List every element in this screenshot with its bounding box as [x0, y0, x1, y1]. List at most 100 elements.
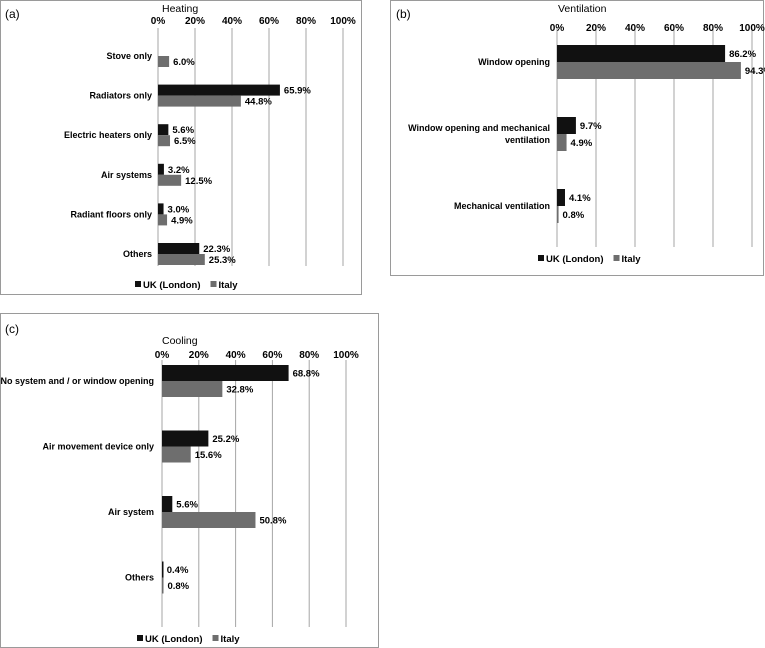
panel-heating-plot: 0% 20% 40% 60% 80% 100% Stove only 6.0% Radiator…	[64, 16, 356, 291]
heating-legend-label: UK (London)	[143, 280, 201, 291]
heating-bar-italy	[158, 56, 170, 67]
ventilation-bar-uk	[557, 117, 576, 134]
cooling-legend-swatch	[212, 635, 219, 641]
cooling-tick-label: 80%	[299, 350, 319, 361]
panel-cooling-title: Cooling	[162, 335, 198, 347]
ventilation-tick-label: 40%	[625, 23, 645, 34]
heating-bar-italy	[158, 174, 182, 186]
heating-category-label: Electric heaters only	[64, 130, 152, 140]
ventilation-tick-label: 80%	[703, 23, 723, 34]
cooling-value-label: 68.8%	[293, 369, 320, 380]
cooling-value-label: 0.4%	[167, 565, 189, 576]
heating-value-label: 44.8%	[245, 97, 272, 108]
heating-value-label: 6.5%	[174, 136, 196, 147]
ventilation-value-label: 4.9%	[571, 138, 593, 149]
heating-tick-label: 80%	[296, 16, 316, 27]
ventilation-value-label: 0.8%	[563, 210, 585, 221]
cooling-legend-swatch	[137, 635, 143, 641]
heating-value-label: 65.9%	[284, 86, 311, 97]
panel-ventilation-frame	[390, 0, 764, 276]
heating-value-label: 3.2%	[168, 165, 190, 176]
ventilation-bar-italy	[557, 134, 567, 151]
heating-bar-uk	[158, 124, 169, 136]
cooling-value-label: 5.6%	[176, 500, 198, 511]
heating-tick-label: 60%	[259, 16, 279, 27]
cooling-bar-uk	[162, 561, 164, 578]
ventilation-bar-uk	[557, 45, 726, 62]
heating-category-label: Stove only	[106, 51, 152, 61]
heating-bar-uk	[158, 163, 164, 175]
panel-ventilation-plot: 0% 20% 40% 60% 80% 100% Window opening 86.2% 94.…	[408, 23, 765, 265]
cooling-tick-label: 20%	[189, 350, 209, 361]
ventilation-bar-italy	[557, 206, 559, 223]
ventilation-legend-label: UK (London)	[546, 254, 604, 265]
panel-heating-frame	[0, 0, 362, 295]
cooling-category-label: Air movement device only	[42, 442, 154, 452]
ventilation-tick-label: 60%	[664, 23, 684, 34]
ventilation-bar-italy	[557, 62, 741, 79]
panel-cooling-plot: 0% 20% 40% 60% 80% 100% No system and / or win…	[0, 350, 358, 645]
heating-value-label: 4.9%	[171, 215, 193, 226]
ventilation-legend-swatch	[538, 255, 544, 261]
ventilation-bar-uk	[557, 189, 565, 206]
ventilation-value-label: 86.2%	[729, 49, 756, 60]
heating-tick-label: 40%	[222, 16, 242, 27]
heating-bar-uk	[158, 203, 164, 215]
heating-tick-label: 0%	[151, 16, 166, 27]
heating-bar-italy	[158, 135, 171, 147]
heating-bar-uk	[158, 84, 280, 96]
cooling-tick-label: 0%	[155, 350, 170, 361]
ventilation-legend-swatch	[613, 255, 620, 261]
ventilation-value-label: 9.7%	[580, 121, 602, 132]
heating-bar-italy	[158, 214, 168, 226]
ventilation-category-label: Window opening and mechanical	[408, 123, 550, 133]
cooling-legend-label: Italy	[221, 634, 241, 645]
ventilation-category-label: Mechanical ventilation	[454, 201, 550, 211]
ventilation-tick-label: 0%	[550, 23, 565, 34]
ventilation-value-label: 94.3%	[745, 66, 765, 77]
cooling-value-label: 0.8%	[167, 581, 189, 592]
panel-ventilation-label: (b)	[396, 7, 411, 21]
cooling-bar-uk	[162, 365, 289, 381]
cooling-category-label: Air system	[108, 507, 154, 517]
ventilation-value-label: 4.1%	[569, 193, 591, 204]
cooling-value-label: 15.6%	[195, 450, 222, 461]
heating-bar-uk	[158, 243, 200, 254]
cooling-bar-uk	[162, 496, 173, 512]
panel-ventilation-title: Ventilation	[558, 3, 607, 15]
panel-cooling-label: (c)	[5, 322, 19, 336]
heating-value-label: 5.6%	[172, 125, 194, 136]
cooling-value-label: 25.2%	[212, 434, 239, 445]
heating-value-label: 3.0%	[168, 204, 190, 215]
heating-bar-italy	[158, 254, 205, 265]
cooling-category-label: No system and / or window opening	[0, 376, 154, 386]
panel-heating-title: Heating	[162, 3, 198, 15]
heating-bar-italy	[158, 95, 241, 107]
heating-value-label: 22.3%	[203, 244, 230, 255]
ventilation-category-label: ventilation	[505, 135, 550, 145]
heating-legend-label: Italy	[219, 280, 239, 291]
cooling-value-label: 50.8%	[259, 516, 286, 527]
ventilation-tick-label: 20%	[586, 23, 606, 34]
ventilation-category-label: Window opening	[478, 57, 550, 67]
panel-cooling: (c) Cooling 0% 20% 40% 60% 80% 100% No system …	[0, 313, 379, 648]
heating-category-label: Air systems	[101, 170, 152, 180]
panel-ventilation: (b) Ventilation 0% 20% 40% 60% 80% 100% Window…	[390, 0, 765, 276]
panel-heating: (a) Heating 0% 20% 40% 60% 80% 100% Stove only…	[0, 0, 362, 295]
heating-tick-label: 100%	[330, 16, 356, 27]
heating-legend-swatch	[135, 281, 141, 287]
ventilation-tick-label: 100%	[739, 23, 765, 34]
cooling-bar-italy	[162, 512, 256, 528]
cooling-tick-label: 100%	[333, 350, 359, 361]
panel-heating-label: (a)	[5, 7, 20, 21]
heating-category-label: Radiators only	[89, 91, 152, 101]
cooling-value-label: 32.8%	[226, 385, 253, 396]
cooling-category-label: Others	[125, 573, 154, 583]
ventilation-legend-label: Italy	[622, 254, 642, 265]
cooling-bar-italy	[162, 577, 164, 594]
panel-cooling-frame	[0, 313, 379, 648]
heating-legend-swatch	[210, 281, 217, 287]
cooling-bar-italy	[162, 446, 191, 463]
heating-value-label: 6.0%	[173, 57, 195, 68]
